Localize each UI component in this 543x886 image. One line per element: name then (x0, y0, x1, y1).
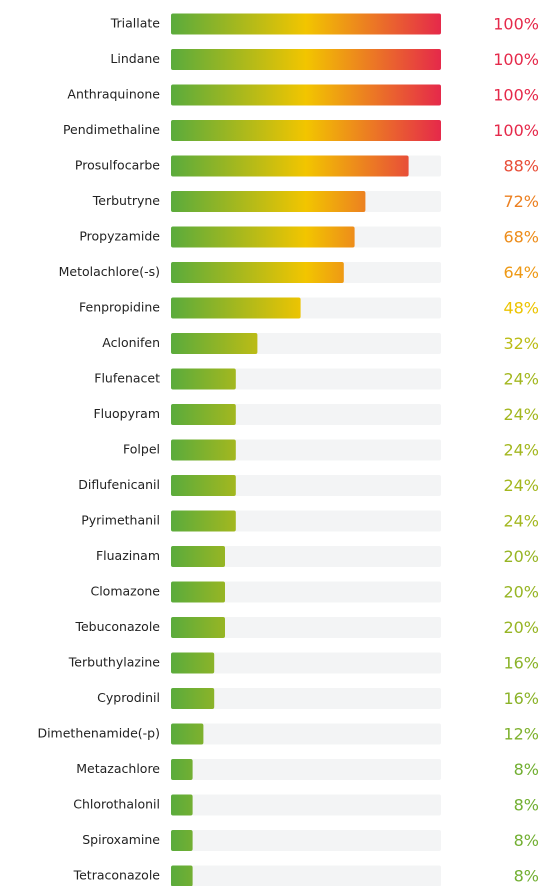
value-label: 100% (493, 15, 539, 34)
bar (171, 297, 301, 319)
bar (171, 13, 441, 35)
bar-track (171, 794, 441, 816)
value-label: 8% (514, 831, 539, 850)
bar-track (171, 865, 441, 886)
category-label: Pyrimethanil (81, 513, 160, 528)
bar-track (171, 475, 441, 496)
bar (171, 617, 225, 638)
bar-track (171, 510, 441, 532)
bar (171, 191, 366, 212)
value-label: 32% (503, 334, 539, 353)
value-label: 16% (503, 654, 539, 673)
value-label: 24% (503, 405, 539, 424)
bar (171, 723, 204, 745)
category-label: Propyzamide (79, 229, 160, 244)
category-label: Fluopyram (93, 406, 160, 421)
category-label: Tebuconazole (74, 619, 160, 634)
bar (171, 155, 409, 177)
value-label: 24% (503, 512, 539, 531)
value-label: 20% (503, 547, 539, 566)
category-label: Flufenacet (94, 371, 160, 386)
value-label: 100% (493, 50, 539, 69)
bar (171, 830, 193, 851)
value-label: 20% (503, 583, 539, 602)
value-label: 12% (503, 725, 539, 744)
category-label: Diflufenicanil (78, 477, 160, 492)
category-label: Anthraquinone (67, 87, 160, 102)
bar (171, 688, 215, 709)
bar (171, 226, 355, 248)
bar (171, 510, 236, 532)
bar-track (171, 404, 441, 425)
category-label: Lindane (110, 51, 160, 66)
value-label: 68% (503, 228, 539, 247)
category-label: Metazachlore (76, 761, 160, 776)
value-label: 8% (514, 760, 539, 779)
bar (171, 475, 236, 496)
category-label: Dimethenamide(-p) (37, 726, 160, 741)
value-label: 100% (493, 121, 539, 140)
bar-track (171, 652, 441, 674)
value-label: 48% (503, 299, 539, 318)
bar-track (171, 368, 441, 390)
category-label: Chlorothalonil (73, 797, 160, 812)
category-label: Pendimethaline (63, 122, 160, 137)
value-label: 24% (503, 441, 539, 460)
value-label: 8% (514, 867, 539, 886)
value-label: 24% (503, 370, 539, 389)
category-label: Spiroxamine (82, 832, 160, 847)
bar (171, 333, 258, 354)
bar (171, 84, 441, 106)
bar (171, 262, 344, 283)
value-label: 16% (503, 689, 539, 708)
bar-track (171, 546, 441, 567)
category-label: Terbuthylazine (68, 655, 161, 670)
bar-track (171, 617, 441, 638)
value-label: 64% (503, 263, 539, 282)
category-label: Fenpropidine (79, 300, 160, 315)
value-label: 20% (503, 618, 539, 637)
bar (171, 120, 441, 141)
bar-track (171, 830, 441, 851)
value-label: 88% (503, 157, 539, 176)
value-label: 72% (503, 192, 539, 211)
bar-track (171, 723, 441, 745)
category-label: Fluazinam (96, 548, 160, 563)
bar (171, 404, 236, 425)
value-label: 8% (514, 796, 539, 815)
value-label: 100% (493, 86, 539, 105)
category-label: Prosulfocarbe (75, 158, 160, 173)
bar (171, 546, 225, 567)
bar (171, 865, 193, 886)
bar (171, 759, 193, 780)
bar (171, 49, 441, 70)
category-label: Aclonifen (102, 335, 160, 350)
bar-track (171, 688, 441, 709)
bar-track (171, 439, 441, 461)
category-label: Clomazone (90, 584, 160, 599)
bar (171, 439, 236, 461)
bar-track (171, 581, 441, 603)
bar (171, 368, 236, 390)
category-label: Folpel (123, 442, 160, 457)
category-label: Metolachlore(-s) (59, 264, 160, 279)
bar (171, 652, 215, 674)
bar (171, 794, 193, 816)
category-label: Triallate (110, 16, 161, 31)
bar (171, 581, 225, 603)
category-label: Cyprodinil (97, 690, 160, 705)
bar-track (171, 759, 441, 780)
category-label: Tetraconazole (73, 868, 161, 883)
category-label: Terbutryne (92, 193, 161, 208)
value-label: 24% (503, 476, 539, 495)
